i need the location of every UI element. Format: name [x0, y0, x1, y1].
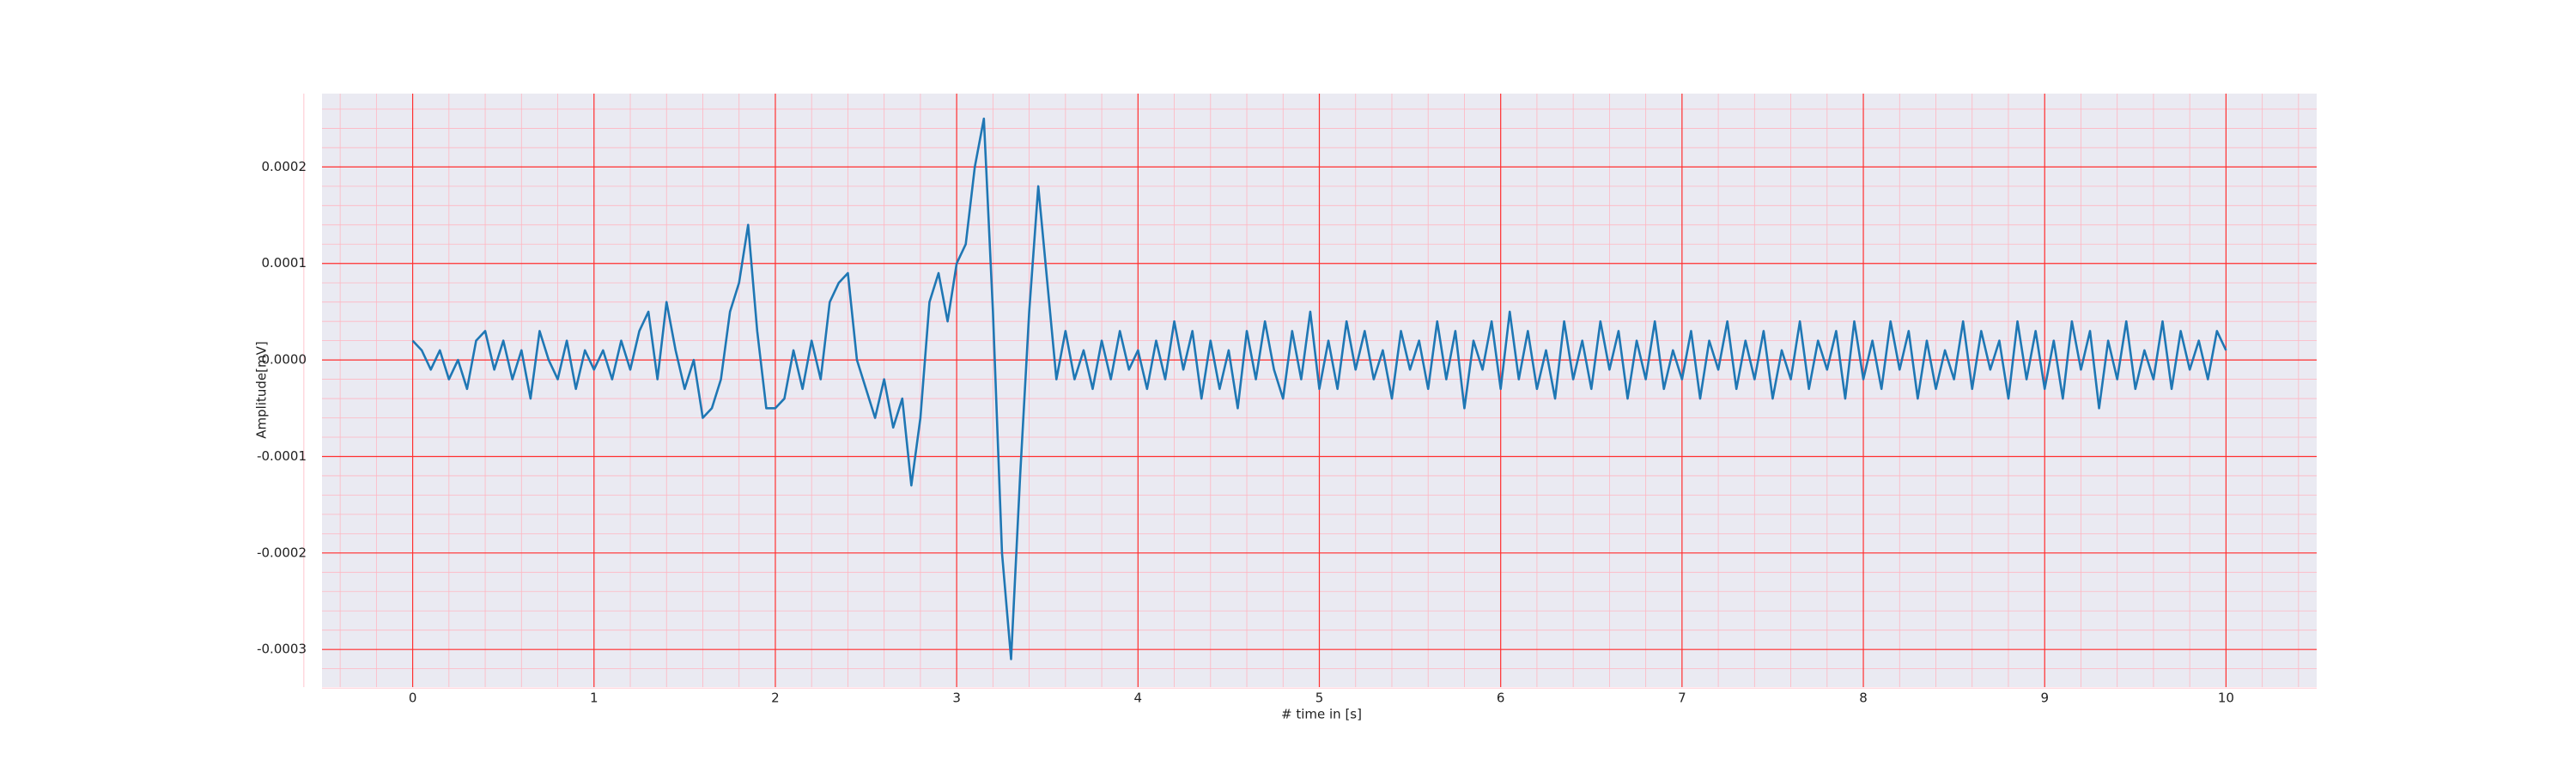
x-tick-label: 6 [1497, 691, 1505, 706]
y-tick-label: 0.0001 [262, 255, 307, 271]
x-tick-label: 7 [1678, 691, 1686, 706]
y-tick-label: -0.0003 [257, 642, 307, 657]
x-tick-label: 8 [1859, 691, 1868, 706]
x-tick-label: 0 [409, 691, 417, 706]
x-axis-label: # time in [s] [1281, 707, 1362, 722]
y-tick-label: -0.0002 [257, 545, 307, 560]
x-tick-label: 3 [952, 691, 961, 706]
x-tick-label: 1 [590, 691, 598, 706]
x-tick-label: 2 [771, 691, 780, 706]
x-tick-label: 10 [2218, 691, 2234, 706]
y-tick-label: 0.0000 [262, 352, 307, 368]
x-tick-label: 9 [2040, 691, 2049, 706]
y-tick-label: -0.0001 [257, 448, 307, 464]
y-tick-label: 0.0002 [262, 159, 307, 174]
x-tick-label: 5 [1315, 691, 1324, 706]
y-axis-label: Amplitude[mV] [254, 341, 270, 438]
signal-line [411, 117, 2227, 660]
x-tick-label: 4 [1134, 691, 1143, 706]
